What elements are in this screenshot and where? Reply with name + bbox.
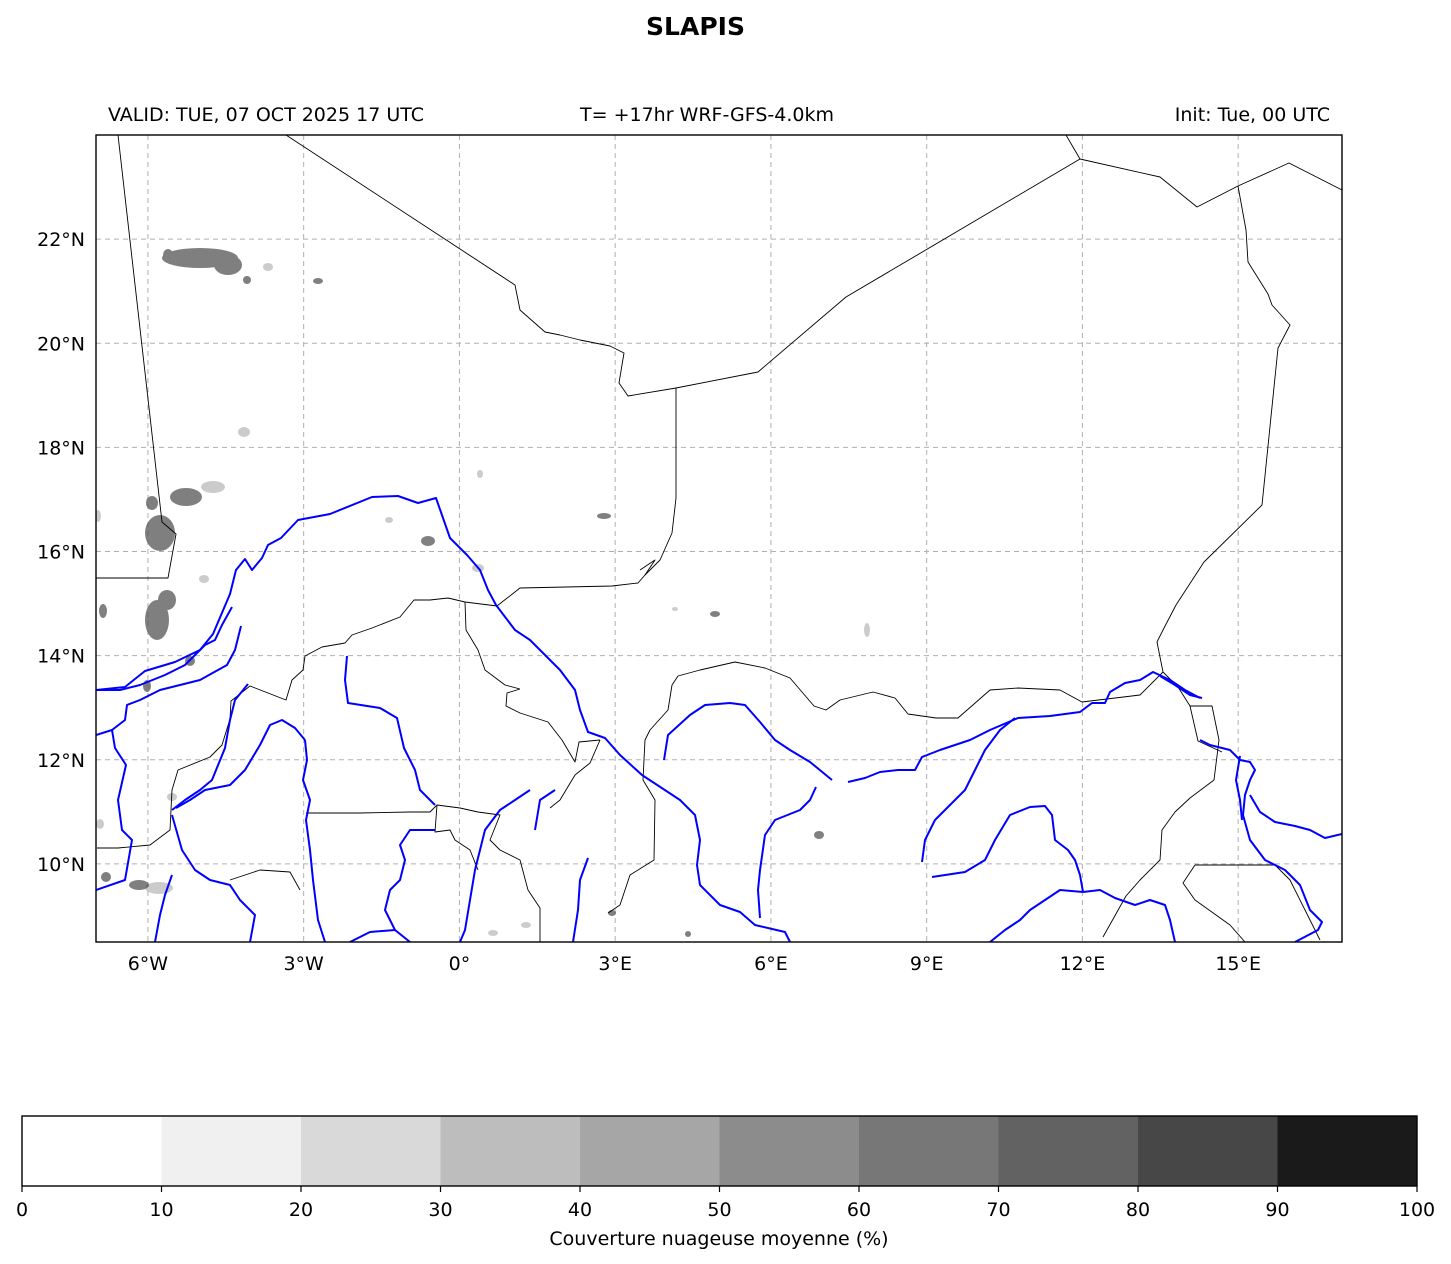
lon-tick-label: 9°E [910,953,944,975]
gridlines [96,135,1342,942]
colorbar-tick-label: 80 [1126,1199,1150,1221]
lon-tick-label: 15°E [1215,953,1261,975]
lon-tick-label: 12°E [1060,953,1106,975]
rivers [96,495,1342,942]
lat-tick-label: 16°N [37,542,85,564]
map-frame [95,134,1343,943]
lat-tick-label: 20°N [37,333,85,355]
lon-tick-label: 6°E [754,953,788,975]
colorbar-tick-label: 100 [1399,1199,1435,1221]
lon-tick-label: 0° [449,953,471,975]
colorbar-tick-label: 0 [16,1199,28,1221]
lon-tick-label: 6°W [128,953,169,975]
colorbar-frame [21,1115,1418,1187]
colorbar-swatch [1138,1116,1278,1186]
colorbar-swatch [161,1116,302,1186]
colorbar-swatches [22,1116,1418,1186]
colorbar-swatch [719,1116,860,1186]
colorbar-swatch [580,1116,720,1186]
map-title: SLAPIS [646,12,745,41]
init-time-label: Init: Tue, 00 UTC [1174,104,1330,126]
colorbar-tick-label: 10 [149,1199,173,1221]
latitude-labels: 10°N 12°N 14°N 16°N 18°N 20°N 22°N [37,229,85,876]
lat-tick-label: 22°N [37,229,85,251]
lat-tick-label: 18°N [37,437,85,459]
colorbar-tick-label: 20 [289,1199,313,1221]
colorbar-swatch [998,1116,1139,1186]
colorbar-ticks: 0 10 20 30 40 50 60 70 80 90 100 [16,1186,1435,1221]
lon-tick-label: 3°E [598,953,632,975]
colorbar-swatch [1277,1116,1418,1186]
colorbar-tick-label: 50 [707,1199,731,1221]
colorbar-tick-label: 90 [1265,1199,1289,1221]
colorbar-swatch [301,1116,441,1186]
colorbar-tick-label: 30 [428,1199,452,1221]
colorbar-swatch [859,1116,999,1186]
colorbar-tick-label: 70 [986,1199,1010,1221]
map-panel: 6°W 3°W 0° 3°E 6°E 9°E 12°E 15°E 10°N 12°N 14°N 16… [37,134,1343,975]
colorbar-swatch [22,1116,162,1186]
valid-time-label: VALID: TUE, 07 OCT 2025 17 UTC [108,104,424,126]
lat-tick-label: 10°N [37,854,85,876]
colorbar-swatch [440,1116,581,1186]
colorbar-tick-label: 60 [847,1199,871,1221]
lon-tick-label: 3°W [283,953,324,975]
cloud-cover-field [96,248,870,937]
lat-tick-label: 14°N [37,646,85,668]
longitude-labels: 6°W 3°W 0° 3°E 6°E 9°E 12°E 15°E [128,953,1261,975]
lat-tick-label: 12°N [37,750,85,772]
country-borders [96,135,1342,942]
colorbar-label: Couverture nuageuse moyenne (%) [549,1228,888,1250]
forecast-run-label: T= +17hr WRF-GFS-4.0km [580,104,834,126]
colorbar-tick-label: 40 [568,1199,592,1221]
